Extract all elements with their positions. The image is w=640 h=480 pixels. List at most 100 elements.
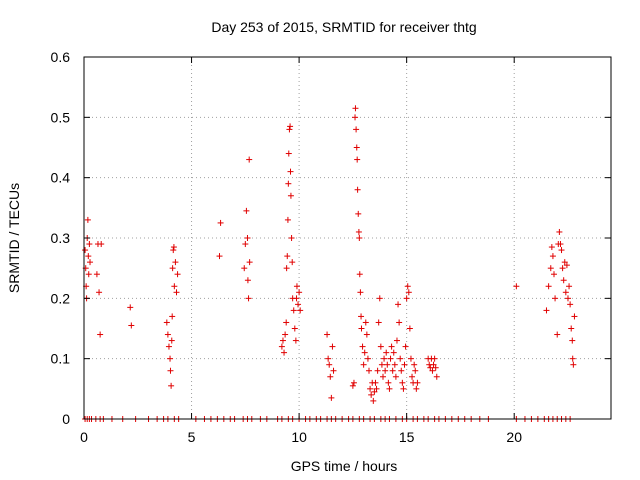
data-point [430, 361, 437, 368]
data-point [168, 382, 175, 389]
data-point [370, 397, 377, 404]
data-point [358, 325, 365, 332]
x-tick-label: 15 [399, 429, 415, 445]
data-point [548, 244, 555, 251]
data-point [400, 385, 407, 392]
data-point [353, 126, 360, 133]
data-point [360, 361, 367, 368]
data-point [246, 259, 253, 266]
data-point [354, 186, 361, 193]
data-point [93, 271, 100, 278]
data-point [350, 379, 357, 386]
data-point [375, 319, 382, 326]
data-point [362, 319, 369, 326]
data-point [566, 283, 573, 290]
data-point [560, 277, 567, 284]
data-point [403, 295, 410, 302]
data-point [287, 123, 294, 130]
data-point [387, 355, 394, 362]
data-point [128, 322, 135, 329]
data-point [170, 244, 177, 251]
data-point [171, 283, 178, 290]
data-point [402, 343, 409, 350]
data-point [562, 289, 569, 296]
data-point [405, 289, 412, 296]
data-point [412, 367, 419, 374]
data-point [244, 235, 251, 241]
data-point [564, 295, 571, 302]
data-point [292, 337, 299, 344]
data-point [352, 105, 359, 112]
data-point [513, 283, 520, 290]
data-point [164, 331, 171, 338]
data-point [367, 385, 374, 392]
data-point [429, 367, 436, 374]
y-tick-label: 0.6 [51, 49, 71, 65]
y-tick-label: 0.1 [51, 351, 71, 367]
data-point [163, 319, 170, 326]
data-point [414, 379, 421, 386]
data-point [395, 301, 402, 308]
data-point [85, 253, 92, 260]
y-tick-label: 0.4 [51, 170, 71, 186]
data-point [242, 241, 249, 248]
data-point [97, 331, 104, 338]
data-point [570, 361, 577, 368]
data-point [363, 331, 370, 338]
data-point [96, 289, 103, 296]
data-point [283, 265, 290, 272]
data-point [563, 262, 570, 269]
y-tick-label: 0.3 [51, 230, 71, 246]
data-point [558, 247, 565, 254]
data-point [284, 216, 291, 223]
data-point [377, 343, 384, 350]
data-point [376, 295, 383, 302]
data-point [388, 343, 395, 350]
data-point [358, 313, 365, 320]
data-point [355, 228, 362, 235]
data-point [356, 235, 363, 241]
data-point [568, 325, 575, 332]
data-point [397, 355, 404, 362]
data-point [98, 241, 105, 248]
x-tick-label: 0 [80, 429, 88, 445]
data-point [393, 337, 400, 344]
data-point [378, 361, 385, 368]
data-point [165, 343, 172, 350]
data-point [325, 355, 332, 362]
data-point [354, 156, 361, 163]
data-point [355, 210, 362, 217]
data-point [173, 289, 180, 296]
data-point [386, 385, 393, 392]
data-point [290, 307, 297, 314]
data-point [127, 304, 134, 311]
x-tick-label: 20 [506, 429, 522, 445]
plot-frame [83, 56, 612, 420]
data-point [216, 253, 223, 260]
data-point [329, 343, 336, 350]
data-point [381, 355, 388, 362]
ticks-layer: 0 0.1 0.2 0.3 0.4 0.5 0.6 0 5 10 15 20 [51, 49, 611, 445]
y-tick-label: 0 [62, 411, 70, 427]
data-point [170, 247, 177, 254]
data-point [324, 331, 331, 338]
y-tick-label: 0.5 [51, 109, 71, 125]
data-point [241, 265, 248, 272]
data-point [291, 325, 298, 332]
x-tick-label: 10 [291, 429, 307, 445]
data-point [174, 271, 181, 278]
data-point [411, 361, 418, 368]
data-point [281, 349, 288, 356]
data-point [552, 295, 559, 302]
data-point [359, 343, 366, 350]
data-point [364, 355, 371, 362]
data-point [286, 126, 293, 133]
data-point [85, 271, 92, 278]
data-point [385, 379, 392, 386]
data-point [284, 253, 291, 260]
data-point [357, 289, 364, 296]
data-point [287, 192, 294, 199]
data-point [398, 367, 405, 374]
data-point [382, 367, 389, 374]
data-point [399, 379, 406, 386]
